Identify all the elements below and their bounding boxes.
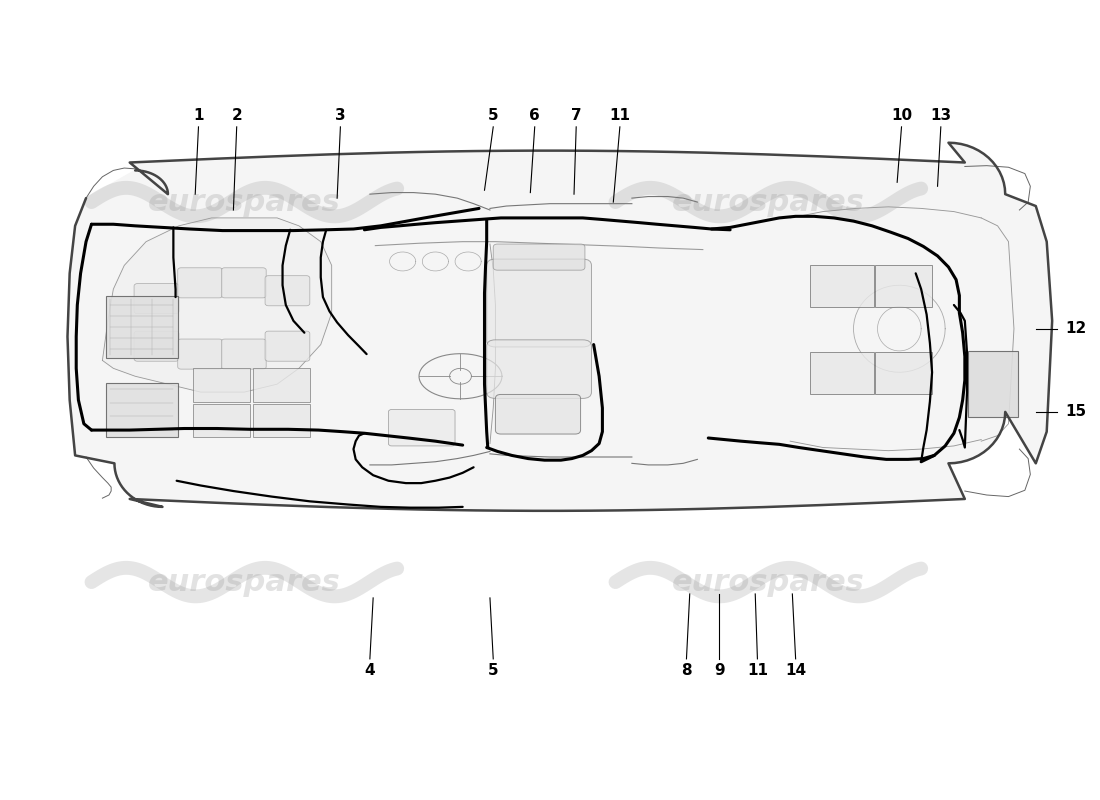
Text: eurospares: eurospares	[672, 567, 865, 597]
Text: 15: 15	[1065, 404, 1087, 419]
FancyBboxPatch shape	[134, 284, 179, 314]
Text: 11: 11	[747, 663, 768, 678]
Text: eurospares: eurospares	[148, 567, 341, 597]
FancyBboxPatch shape	[192, 368, 250, 402]
Text: 12: 12	[1065, 322, 1087, 336]
FancyBboxPatch shape	[178, 339, 222, 369]
FancyBboxPatch shape	[106, 295, 178, 358]
Text: 4: 4	[364, 663, 375, 678]
Polygon shape	[67, 142, 1053, 511]
FancyBboxPatch shape	[106, 382, 178, 438]
FancyBboxPatch shape	[968, 351, 1019, 418]
FancyBboxPatch shape	[810, 266, 875, 306]
Text: 14: 14	[785, 663, 806, 678]
Text: 9: 9	[714, 663, 725, 678]
Text: 5: 5	[488, 663, 498, 678]
FancyBboxPatch shape	[221, 339, 266, 369]
Text: 7: 7	[571, 108, 582, 123]
FancyBboxPatch shape	[265, 276, 310, 306]
FancyBboxPatch shape	[876, 353, 932, 394]
FancyBboxPatch shape	[876, 266, 932, 306]
FancyBboxPatch shape	[265, 331, 310, 362]
FancyBboxPatch shape	[493, 244, 585, 270]
Polygon shape	[102, 218, 332, 392]
FancyBboxPatch shape	[486, 259, 592, 347]
Text: 11: 11	[609, 108, 630, 123]
FancyBboxPatch shape	[486, 340, 592, 398]
FancyBboxPatch shape	[192, 404, 250, 438]
FancyBboxPatch shape	[221, 268, 266, 298]
FancyBboxPatch shape	[388, 410, 455, 446]
FancyBboxPatch shape	[134, 331, 179, 362]
Text: 2: 2	[231, 108, 242, 123]
FancyBboxPatch shape	[495, 394, 581, 434]
Text: 6: 6	[529, 108, 540, 123]
Text: 1: 1	[194, 108, 204, 123]
FancyBboxPatch shape	[178, 268, 222, 298]
FancyBboxPatch shape	[253, 404, 310, 438]
Text: 5: 5	[488, 108, 498, 123]
Text: 3: 3	[336, 108, 345, 123]
Text: eurospares: eurospares	[148, 187, 341, 217]
Text: 13: 13	[931, 108, 952, 123]
Text: 8: 8	[681, 663, 692, 678]
Text: eurospares: eurospares	[672, 187, 865, 217]
Text: 10: 10	[891, 108, 912, 123]
FancyBboxPatch shape	[810, 353, 875, 394]
FancyBboxPatch shape	[253, 368, 310, 402]
